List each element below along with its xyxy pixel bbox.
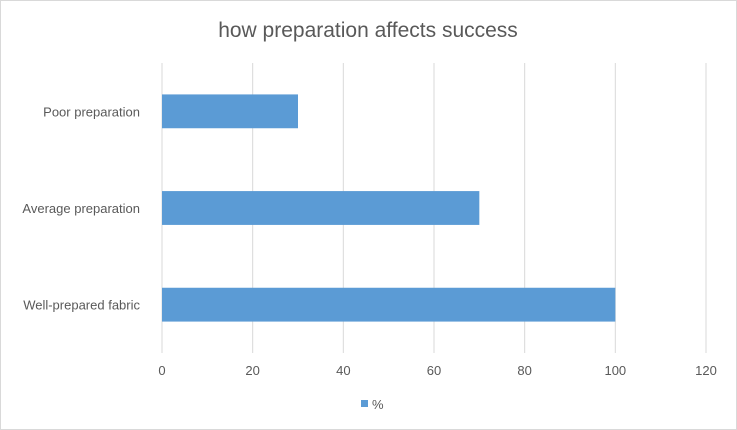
- x-axis-tick-labels: 0 20 40 60 80 100 120: [158, 363, 716, 378]
- bar: [162, 191, 480, 225]
- x-tick-label: 80: [517, 363, 531, 378]
- x-tick-label: 120: [695, 363, 717, 378]
- bars: [162, 94, 616, 322]
- bar: [162, 94, 298, 129]
- bar: [162, 287, 616, 322]
- x-tick-label: 100: [604, 363, 626, 378]
- category-label: Well-prepared fabric: [23, 298, 140, 313]
- category-labels: Poor preparation Average preparation Well-…: [22, 104, 140, 312]
- category-label: Average preparation: [22, 201, 140, 216]
- legend-label: %: [372, 397, 384, 412]
- x-tick-label: 20: [245, 363, 259, 378]
- legend-swatch: [361, 400, 368, 407]
- category-label: Poor preparation: [43, 104, 140, 119]
- x-tick-label: 0: [158, 363, 165, 378]
- legend: %: [361, 397, 384, 412]
- x-tick-label: 40: [336, 363, 350, 378]
- chart-title: how preparation affects success: [218, 19, 518, 42]
- x-tick-label: 60: [427, 363, 441, 378]
